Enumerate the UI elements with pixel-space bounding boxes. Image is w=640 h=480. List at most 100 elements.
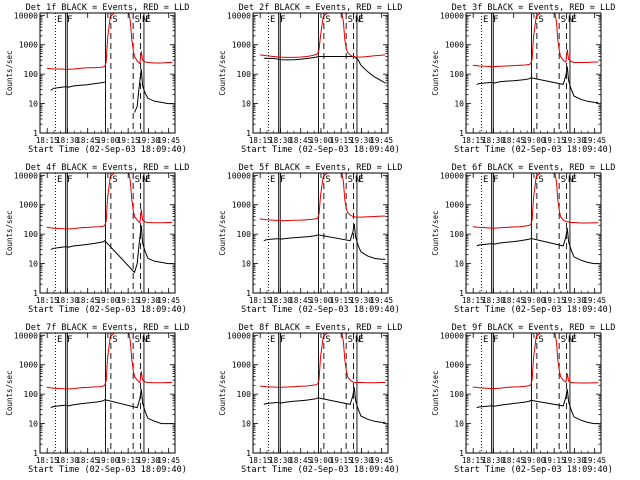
series-lld (472, 173, 599, 229)
x-tick-label: 19:45 (583, 136, 606, 145)
marker-label: S (325, 15, 330, 25)
x-tick-label: 19:45 (157, 296, 180, 305)
x-tick-label: 19:30 (137, 136, 160, 145)
series-lld (46, 13, 173, 70)
y-tick-label: 100 (237, 230, 252, 239)
x-tick-label: 18:45 (76, 456, 99, 465)
x-tick-label: 18:30 (56, 296, 79, 305)
x-tick-label: 18:45 (76, 296, 99, 305)
y-axis-label: Counts/sec (5, 370, 14, 415)
x-axis-label: Start Time (02-Sep-03 18:09:40) (454, 465, 613, 475)
x-tick-label: 19:45 (370, 296, 393, 305)
y-tick-label: 1000 (445, 361, 464, 370)
y-tick-label: 10 (28, 420, 38, 429)
plot-frame (39, 12, 176, 134)
x-tick-label: 19:00 (523, 136, 546, 145)
y-tick-label: 100 (24, 230, 39, 239)
marker-label: F (67, 175, 72, 185)
y-tick-label: 1000 (19, 41, 38, 50)
y-tick-label: 10000 (227, 171, 251, 180)
marker-label: S (348, 335, 353, 345)
y-tick-label: 10000 (227, 331, 251, 340)
y-tick-label: 1 (459, 289, 464, 298)
marker-label: S (561, 175, 566, 185)
marker-label: F (280, 175, 285, 185)
marker-label: S (325, 335, 330, 345)
plot-frame (39, 172, 176, 294)
plot-frame (465, 172, 602, 294)
x-tick-label: 18:30 (482, 456, 505, 465)
marker-label: F (280, 335, 285, 345)
y-tick-label: 100 (237, 390, 252, 399)
series-events (263, 56, 386, 84)
x-axis-label: Start Time (02-Sep-03 18:09:40) (454, 145, 613, 155)
series-lld (472, 13, 599, 68)
y-tick-label: 10000 (440, 331, 464, 340)
x-axis-label: Start Time (02-Sep-03 18:09:40) (241, 465, 400, 475)
marker-label: S (112, 15, 117, 25)
panel-title: Det 9f BLACK = Events, RED = LLD (452, 323, 616, 333)
x-tick-label: 19:15 (543, 136, 566, 145)
panel-title: Det 7f BLACK = Events, RED = LLD (26, 323, 190, 333)
x-tick-label: 19:00 (310, 456, 333, 465)
marker-label: E (483, 335, 488, 345)
plot-frame (465, 332, 602, 454)
marker-label: F (493, 335, 498, 345)
marker-label: N (355, 175, 360, 185)
y-axis-label: Counts/sec (218, 50, 227, 95)
marker-label: N (142, 15, 147, 25)
marker-label: E (358, 175, 363, 185)
x-tick-label: 19:00 (523, 456, 546, 465)
marker-label: F (67, 335, 72, 345)
marker-label: N (142, 175, 147, 185)
y-tick-label: 100 (237, 70, 252, 79)
x-tick-label: 18:15 (36, 136, 59, 145)
x-axis-label: Start Time (02-Sep-03 18:09:40) (28, 465, 187, 475)
series-events (476, 66, 599, 103)
x-tick-label: 19:30 (563, 136, 586, 145)
marker-label: E (571, 335, 576, 345)
x-axis-label: Start Time (02-Sep-03 18:09:40) (28, 305, 187, 315)
y-tick-label: 1 (246, 449, 251, 458)
x-tick-label: 19:15 (330, 456, 353, 465)
y-tick-label: 1000 (19, 201, 38, 210)
y-tick-label: 100 (24, 70, 39, 79)
marker-label: E (145, 15, 150, 25)
y-tick-label: 1 (33, 289, 38, 298)
marker-label: F (280, 15, 285, 25)
x-tick-label: 19:00 (97, 456, 120, 465)
series-lld (46, 333, 173, 390)
marker-label: S (561, 15, 566, 25)
series-lld (259, 173, 386, 222)
marker-label: N (568, 175, 573, 185)
x-tick-label: 18:45 (289, 296, 312, 305)
x-axis-label: Start Time (02-Sep-03 18:09:40) (454, 305, 613, 315)
series-events (476, 228, 599, 265)
y-tick-label: 10 (28, 100, 38, 109)
y-tick-label: 10000 (14, 331, 38, 340)
marker-label: S (135, 335, 140, 345)
y-tick-label: 10 (241, 420, 251, 429)
marker-label: E (145, 335, 150, 345)
marker-label: S (112, 335, 117, 345)
y-tick-label: 1 (33, 129, 38, 138)
plot-frame (252, 172, 389, 294)
y-axis-label: Counts/sec (431, 210, 440, 255)
x-tick-label: 19:30 (137, 296, 160, 305)
panel-title: Det 2f BLACK = Events, RED = LLD (239, 3, 403, 13)
marker-label: E (270, 15, 275, 25)
series-lld (472, 333, 599, 390)
x-tick-label: 19:30 (563, 296, 586, 305)
marker-label: S (325, 175, 330, 185)
x-tick-label: 18:45 (502, 456, 525, 465)
marker-label: S (561, 335, 566, 345)
y-axis-label: Counts/sec (5, 210, 14, 255)
x-tick-label: 19:15 (117, 136, 140, 145)
